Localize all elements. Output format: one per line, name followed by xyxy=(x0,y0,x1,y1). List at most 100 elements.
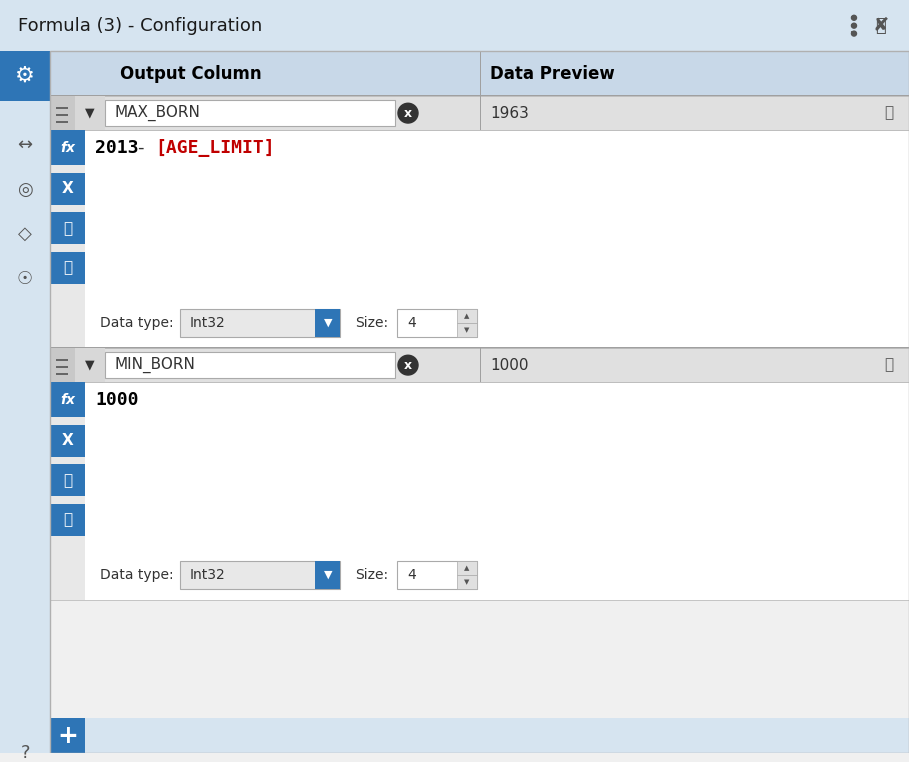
Bar xyxy=(56,120,68,123)
Text: 1000: 1000 xyxy=(490,357,528,373)
Text: ✘: ✘ xyxy=(873,16,889,35)
Bar xyxy=(480,347,481,383)
Bar xyxy=(0,51,50,101)
Text: Formula (3) - Configuration: Formula (3) - Configuration xyxy=(18,17,263,35)
Bar xyxy=(0,51,50,753)
Text: Size:: Size: xyxy=(355,316,388,330)
Text: 4: 4 xyxy=(407,316,415,330)
Bar xyxy=(105,352,395,379)
Text: ⫰: ⫰ xyxy=(875,17,886,35)
Circle shape xyxy=(398,355,418,375)
Text: fx: fx xyxy=(60,141,75,155)
Bar xyxy=(105,100,395,126)
Text: ↔: ↔ xyxy=(17,136,33,154)
Bar xyxy=(50,94,909,96)
Bar xyxy=(50,383,85,600)
Text: X: X xyxy=(62,434,74,448)
Text: ⚙: ⚙ xyxy=(15,66,35,86)
Circle shape xyxy=(852,31,856,36)
Text: 1000: 1000 xyxy=(95,391,138,408)
Text: Int32: Int32 xyxy=(190,316,225,330)
Text: ⎘: ⎘ xyxy=(63,221,72,235)
Bar xyxy=(56,114,68,116)
Circle shape xyxy=(852,23,856,28)
Text: ▲: ▲ xyxy=(464,565,470,572)
Bar xyxy=(0,0,909,51)
Bar xyxy=(50,130,85,165)
Text: 1963: 1963 xyxy=(490,106,529,120)
Bar xyxy=(50,347,75,383)
Text: -: - xyxy=(137,139,144,157)
Text: [AGE_LIMIT]: [AGE_LIMIT] xyxy=(155,139,275,157)
Bar xyxy=(50,347,909,383)
Text: MAX_BORN: MAX_BORN xyxy=(115,105,201,121)
Text: ▼: ▼ xyxy=(85,107,95,120)
Text: ▼: ▼ xyxy=(85,359,95,372)
Bar xyxy=(75,96,105,130)
Text: ▼: ▼ xyxy=(464,327,470,333)
Text: Int32: Int32 xyxy=(190,568,225,582)
Bar xyxy=(50,383,85,417)
Text: MIN_BORN: MIN_BORN xyxy=(115,357,195,373)
Bar xyxy=(457,323,477,337)
Bar xyxy=(50,51,909,96)
Text: ▼: ▼ xyxy=(464,579,470,585)
Bar xyxy=(50,504,85,536)
Text: ◎: ◎ xyxy=(17,181,33,199)
Bar xyxy=(56,373,68,375)
Text: ▼: ▼ xyxy=(324,319,333,328)
Bar xyxy=(50,96,909,130)
Bar xyxy=(50,173,85,204)
Bar xyxy=(56,359,68,360)
Text: 2013: 2013 xyxy=(95,139,138,157)
Text: ?: ? xyxy=(20,744,30,762)
Bar xyxy=(56,107,68,109)
Text: Output Column: Output Column xyxy=(120,65,262,82)
Text: x: x xyxy=(404,359,412,372)
Text: X: X xyxy=(62,181,74,197)
Bar xyxy=(457,562,477,575)
Bar xyxy=(180,562,340,589)
Bar xyxy=(397,562,477,589)
Bar xyxy=(480,96,481,130)
Text: +: + xyxy=(57,724,78,748)
Text: ⎗: ⎗ xyxy=(63,261,72,275)
Bar xyxy=(457,309,477,323)
Bar xyxy=(180,309,340,337)
Bar xyxy=(50,252,85,283)
Bar xyxy=(56,366,68,367)
Circle shape xyxy=(852,15,856,21)
Bar xyxy=(480,51,481,96)
Text: Size:: Size: xyxy=(355,568,388,582)
Bar xyxy=(50,213,85,244)
Bar xyxy=(50,425,85,456)
Bar xyxy=(75,347,105,383)
Bar xyxy=(397,309,477,337)
Text: 🗑: 🗑 xyxy=(884,106,894,120)
Bar xyxy=(50,719,85,753)
Bar xyxy=(50,465,85,496)
Text: Data Preview: Data Preview xyxy=(490,65,614,82)
Text: Data type:: Data type: xyxy=(100,568,174,582)
Text: ▼: ▼ xyxy=(324,570,333,580)
Text: Data type:: Data type: xyxy=(100,316,174,330)
Text: x: x xyxy=(404,107,412,120)
Bar xyxy=(50,130,909,347)
Text: 🗑: 🗑 xyxy=(884,357,894,373)
Bar xyxy=(50,383,909,600)
Text: 4: 4 xyxy=(407,568,415,582)
Text: ☉: ☉ xyxy=(17,270,33,288)
Bar xyxy=(315,309,340,337)
Text: ▲: ▲ xyxy=(464,313,470,319)
Text: ⎗: ⎗ xyxy=(63,512,72,527)
Bar xyxy=(457,575,477,589)
Text: ⋮: ⋮ xyxy=(840,16,862,36)
Text: ◇: ◇ xyxy=(18,226,32,243)
Text: fx: fx xyxy=(60,392,75,407)
Bar xyxy=(50,719,909,753)
Bar xyxy=(50,96,75,130)
Circle shape xyxy=(398,104,418,123)
Bar xyxy=(50,130,85,347)
Bar xyxy=(315,562,340,589)
Text: ⎘: ⎘ xyxy=(63,472,72,488)
